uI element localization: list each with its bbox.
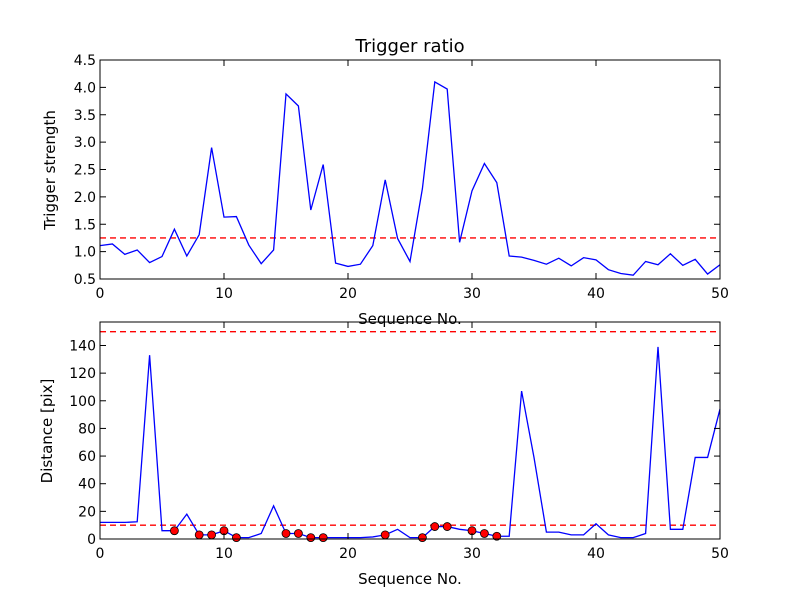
x-tick-label: 30: [463, 286, 481, 302]
data-point: [169, 526, 179, 536]
x-tick-label: 20: [339, 546, 357, 562]
x-tick-label: 40: [587, 286, 605, 302]
y-axis-label: Distance [pix]: [38, 379, 56, 484]
y-tick-label: 120: [69, 366, 96, 382]
y-tick-label: 60: [78, 449, 96, 465]
x-tick-label: 40: [587, 546, 605, 562]
y-tick-label: 3.0: [74, 135, 96, 151]
data-point: [281, 529, 291, 538]
data-point: [479, 529, 489, 538]
x-tick-label: 10: [215, 546, 233, 562]
chart-title: Trigger ratio: [354, 36, 464, 57]
x-axis-label: Sequence No.: [358, 570, 462, 588]
y-tick-label: 4.5: [74, 53, 96, 69]
y-tick-label: 140: [69, 338, 96, 354]
data-point: [380, 530, 390, 540]
data-point: [492, 531, 502, 541]
data-point: [430, 522, 440, 531]
y-axis-label: Trigger strength: [41, 110, 59, 231]
data-point: [231, 533, 241, 543]
y-tick-label: 100: [69, 394, 96, 410]
chart-ticks: 0 10 20 30 40 50 0.5 1.0 1.5 2.0 2.5 3.0 3.5 4.0 4.5: [74, 53, 729, 302]
data-point: [417, 533, 427, 543]
y-tick-label: 0: [87, 532, 96, 548]
y-tick-label: 4.0: [74, 80, 96, 96]
data-point: [442, 522, 452, 531]
x-tick-label: 10: [215, 286, 233, 302]
chart-marks: [100, 331, 721, 543]
y-tick-label: 80: [78, 421, 96, 437]
x-tick-label: 50: [711, 286, 729, 302]
x-tick-label: 50: [711, 546, 729, 562]
y-tick-label: 1.0: [74, 245, 96, 261]
x-tick-label: 0: [96, 286, 105, 302]
y-tick-label: 1.5: [74, 217, 96, 233]
plot-frame: [99, 321, 721, 540]
plot-frame: [99, 59, 721, 280]
y-tick-label: 0.5: [74, 272, 96, 288]
series-line: [99, 80, 721, 276]
x-axis-label: Sequence No.: [358, 310, 462, 328]
y-tick-label: 40: [78, 477, 96, 493]
data-point: [293, 529, 303, 538]
data-point: [194, 530, 204, 540]
distance-chart: Sequence No. Distance [pix] 0 10 20 30 40 50 0…: [38, 321, 729, 588]
y-tick-label: 2.5: [74, 163, 96, 179]
trigger-ratio-chart: Trigger ratio Sequence No. Trigger stren…: [41, 36, 729, 328]
x-tick-label: 20: [339, 286, 357, 302]
data-point: [306, 533, 316, 543]
y-tick-label: 20: [78, 504, 96, 520]
data-point: [207, 530, 217, 540]
chart-marks: [99, 80, 721, 276]
x-tick-label: 0: [96, 546, 105, 562]
x-tick-label: 30: [463, 546, 481, 562]
data-point: [318, 533, 328, 543]
y-tick-label: 3.5: [74, 108, 96, 124]
y-tick-label: 2.0: [74, 190, 96, 206]
